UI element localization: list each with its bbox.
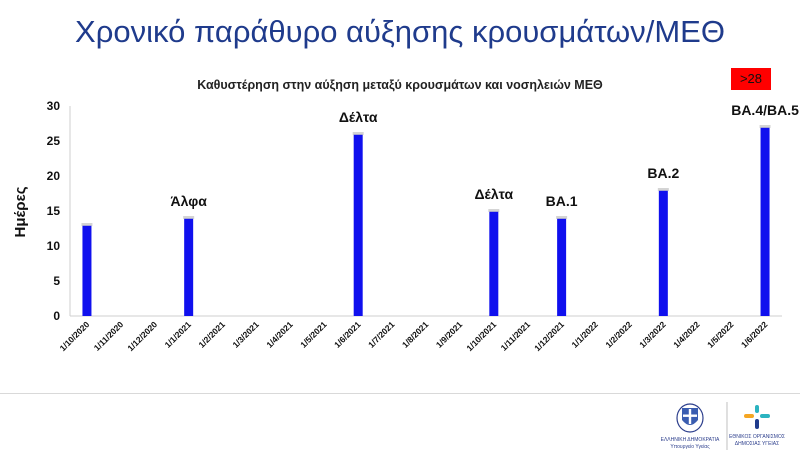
bar-cap xyxy=(657,188,669,191)
bar-cap xyxy=(488,209,500,212)
bar-annotation: BA.2 xyxy=(647,165,679,181)
chart-title: Καθυστέρηση στην αύξηση μεταξύ κρουσμάτω… xyxy=(197,78,603,92)
y-axis-label: Ημέρες xyxy=(12,186,29,237)
annotations: Άλφα Δέλτα Δέλτα BA.1 BA.2 BA.4/BA.5 xyxy=(170,102,799,209)
bar-annotation: Δέλτα xyxy=(474,186,513,202)
bar-cap xyxy=(556,216,568,219)
bar-cap xyxy=(81,223,93,226)
bar-annotation: BA.1 xyxy=(546,193,578,209)
bar-cap xyxy=(183,216,195,219)
y-tick-label: 15 xyxy=(47,204,61,218)
logo-right-line2: ΔΗΜΟΣΙΑΣ ΥΓΕΙΑΣ xyxy=(735,441,779,447)
y-tick-label: 10 xyxy=(47,239,61,253)
y-tick-label: 20 xyxy=(47,169,61,183)
bar-cap xyxy=(352,132,364,135)
bar xyxy=(184,218,194,316)
y-tick-label: 5 xyxy=(53,274,60,288)
y-tick-label: 0 xyxy=(53,309,60,323)
logo-left-line2: Υπουργείο Υγείας xyxy=(670,444,710,450)
bar xyxy=(557,218,567,316)
bar-annotation: Άλφα xyxy=(170,193,207,209)
y-tick-label: 25 xyxy=(47,134,61,148)
bar xyxy=(489,211,499,316)
eody-logo: ΕΘΝΙΚΟΣ ΟΡΓΑΝΙΣΜΟΣ ΔΗΜΟΣΙΑΣ ΥΓΕΙΑΣ xyxy=(729,405,785,447)
bar-cap xyxy=(759,125,771,128)
slide-title: Χρονικό παράθυρο αύξησης κρουσμάτων/ΜΕΘ xyxy=(75,14,725,49)
bar-annotation: Δέλτα xyxy=(339,109,378,125)
footer-divider xyxy=(0,393,800,394)
bar-annotation: BA.4/BA.5 xyxy=(731,102,799,118)
coat-of-arms-icon xyxy=(676,403,704,433)
bar xyxy=(353,134,363,316)
bar xyxy=(658,190,668,316)
bar xyxy=(760,127,770,316)
y-tick-label: 30 xyxy=(47,99,61,113)
eody-cross-icon xyxy=(744,405,770,429)
bar xyxy=(82,225,92,316)
y-axis: 0 5 10 15 20 25 30 xyxy=(47,99,71,323)
max-days-badge: >28 xyxy=(731,68,771,90)
logo-right-line1: ΕΘΝΙΚΟΣ ΟΡΓΑΝΙΣΜΟΣ xyxy=(729,434,785,440)
bars xyxy=(81,125,771,316)
logo-left-line1: ΕΛΛΗΝΙΚΗ ΔΗΜΟΚΡΑΤΙΑ xyxy=(661,437,720,443)
hellenic-republic-logo: ΕΛΛΗΝΙΚΗ ΔΗΜΟΚΡΑΤΙΑ Υπουργείο Υγείας xyxy=(661,403,720,450)
